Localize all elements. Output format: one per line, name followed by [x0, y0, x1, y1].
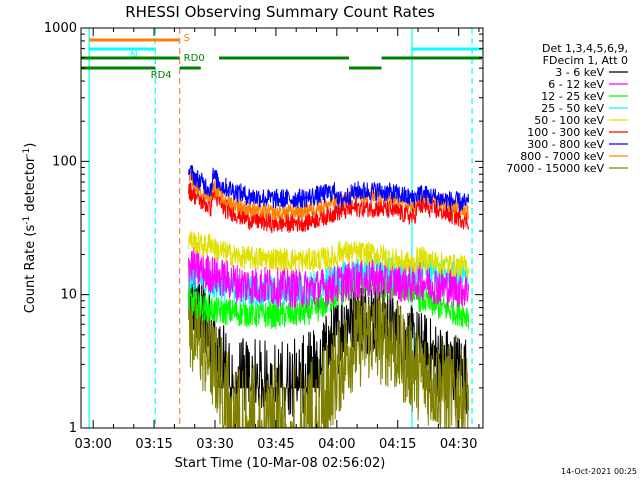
y-axis-label-exp-1: -1 [22, 216, 32, 225]
legend-label-12-25-kev: 12 - 25 keV [541, 90, 604, 103]
y-axis-label-exp-2: -1 [22, 148, 32, 157]
x-axis-ticks: 03:00 03:15 03:30 03:45 04:00 04:15 04:30 [74, 28, 480, 452]
chart-title: RHESSI Observing Summary Count Rates [125, 3, 435, 21]
legend-entry-100-300-kev: 100 - 300 keV [527, 126, 628, 139]
legend-entry-6-12-kev: 6 - 12 keV [548, 78, 628, 91]
flag-bar-n: N [89, 47, 482, 61]
flag-label-n: N [130, 50, 137, 61]
series-line-6-12-kev [188, 247, 469, 310]
x-tick-label-3: 03:45 [257, 437, 294, 452]
y-axis-label-main: Count Rate (s [23, 225, 38, 314]
y-tick-label-1: 10 [60, 288, 77, 303]
flag-bar-s: S [89, 33, 190, 44]
legend-label-50-100-kev: 50 - 100 keV [534, 114, 604, 127]
series-line-50-100-kev [188, 230, 469, 279]
legend: Det 1,3,4,5,6,9, FDecim 1, Att 0 3 - 6 k… [506, 42, 628, 175]
legend-entry-800-7000-kev: 800 - 7000 keV [520, 150, 628, 163]
legend-label-25-50-kev: 25 - 50 keV [541, 102, 604, 115]
legend-header-line-1: Det 1,3,4,5,6,9, [542, 42, 628, 55]
series-line-7000-15000-kev [188, 280, 469, 428]
x-tick-label-4: 04:00 [318, 437, 355, 452]
flag-label-rd4: RD4 [151, 70, 172, 81]
legend-entry-7000-15000-kev: 7000 - 15000 keV [506, 162, 628, 175]
x-tick-label-1: 03:15 [135, 437, 172, 452]
y-axis-label-mid: detector [23, 156, 38, 216]
legend-entry-12-25-kev: 12 - 25 keV [541, 90, 628, 103]
legend-label-6-12-kev: 6 - 12 keV [548, 78, 604, 91]
y-axis-label-end: ) [23, 143, 38, 148]
marker-lines [88, 28, 473, 428]
legend-header-line-2: FDecim 1, Att 0 [543, 54, 628, 67]
timestamp: 14-Oct-2021 00:25 [561, 467, 637, 476]
y-tick-label-0: 1 [69, 421, 77, 436]
flag-bar-rd4: RD4 [81, 66, 382, 81]
x-tick-label-6: 04:30 [440, 437, 477, 452]
legend-entry-50-100-kev: 50 - 100 keV [534, 114, 628, 127]
y-axis-ticks: 1 10 100 1000 [44, 21, 483, 436]
legend-entry-25-50-kev: 25 - 50 keV [541, 102, 628, 115]
legend-label-3-6-kev: 3 - 6 keV [555, 66, 604, 79]
legend-label-7000-15000-kev: 7000 - 15000 keV [506, 162, 604, 175]
legend-label-100-300-kev: 100 - 300 keV [527, 126, 604, 139]
flag-bars: S N RD0 RD4 [81, 33, 482, 81]
series-line-100-300-kev [188, 182, 469, 234]
y-tick-label-2: 100 [52, 154, 77, 169]
x-tick-label-0: 03:00 [74, 437, 111, 452]
x-axis-label: Start Time (10-Mar-08 02:56:02) [175, 456, 386, 471]
flag-bar-rd0: RD0 [81, 53, 482, 64]
y-tick-label-3: 1000 [44, 21, 77, 36]
series-line-300-800-kev [188, 165, 469, 212]
x-tick-label-5: 04:15 [379, 437, 416, 452]
legend-label-300-800-kev: 300 - 800 keV [527, 138, 604, 151]
flag-label-rd0: RD0 [184, 53, 205, 64]
y-axis-label: Count Rate (s-1 detector-1) [22, 143, 38, 314]
legend-entry-3-6-kev: 3 - 6 keV [555, 66, 628, 79]
series-lines [188, 165, 469, 428]
x-tick-label-2: 03:30 [196, 437, 233, 452]
plot-frame [80, 27, 484, 429]
legend-label-800-7000-kev: 800 - 7000 keV [520, 150, 604, 163]
legend-entry-300-800-kev: 300 - 800 keV [527, 138, 628, 151]
flag-label-s: S [184, 33, 190, 44]
